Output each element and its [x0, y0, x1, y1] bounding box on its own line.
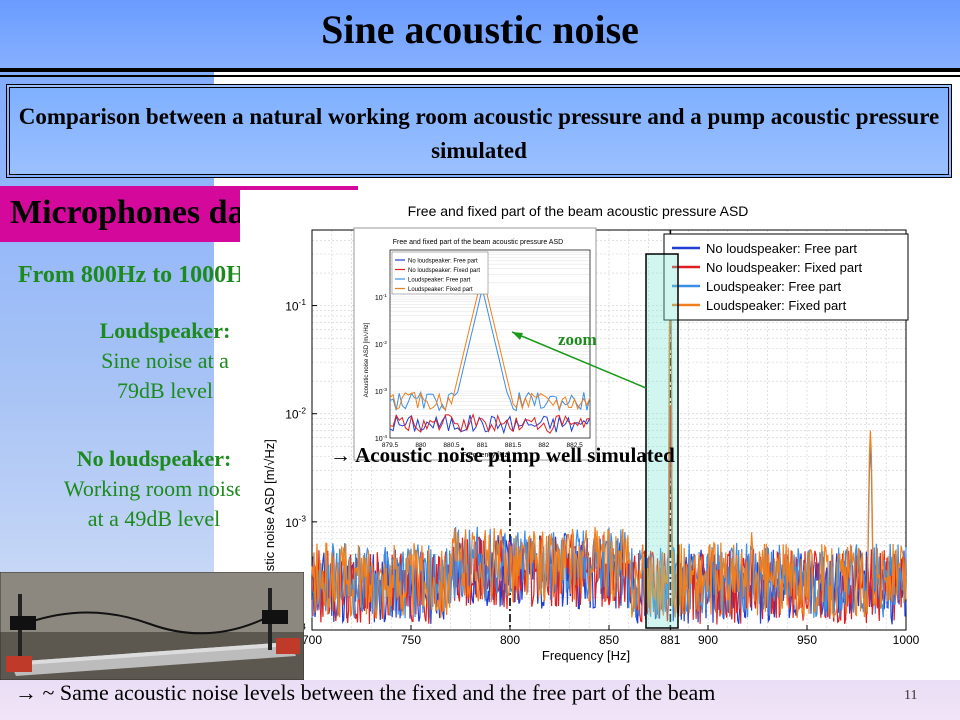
inset-y-tick-label: 10-1 — [375, 293, 387, 302]
x-tick-label: 950 — [797, 633, 817, 647]
footer-band — [0, 680, 960, 720]
inset-y-label: Acoustic noise ASD [m/√Hz] — [363, 322, 370, 397]
inset-x-tick-label: 879.5 — [382, 442, 399, 449]
inset-x-tick-label: 880 — [415, 442, 426, 449]
zoom-arrowhead — [512, 332, 523, 340]
asd-chart: Free and fixed part of the beam acoustic… — [240, 190, 940, 668]
inset-x-tick-label: 882.5 — [566, 442, 583, 449]
inset-legend-label: Loudspeaker: Fixed part — [408, 287, 473, 293]
inset-series-line — [389, 274, 591, 411]
frequency-range: From 800Hz to 1000Hz: — [18, 262, 264, 288]
zoom-label: zoom — [558, 330, 597, 349]
loudspeaker-line1: Sine noise at a — [101, 348, 229, 373]
title-rule-thin — [0, 75, 960, 77]
series-line — [311, 270, 907, 619]
series-line — [311, 253, 907, 620]
x-tick-label: 700 — [302, 633, 322, 647]
title-band — [0, 0, 960, 68]
zoom-arrow-line — [511, 331, 647, 389]
inset-legend-label: Loudspeaker: Free part — [408, 278, 471, 284]
pump-annotation: → Acoustic noise pump well simulated — [330, 443, 675, 467]
inset-x-tick-label: 880.5 — [443, 442, 460, 449]
footer-text: → ~ Same acoustic noise levels between t… — [15, 680, 716, 705]
inset-y-tick-label: 10-4 — [375, 434, 387, 443]
subtitle-box: Comparison between a natural working roo… — [6, 84, 952, 178]
x-tick-label: 900 — [698, 633, 718, 647]
no-loudspeaker-line1: Working room noise — [63, 476, 245, 501]
page-number: 11 — [904, 688, 918, 703]
chart-legend: No loudspeaker: Free part No loudspeaker:… — [663, 233, 909, 321]
inset-legend-label: No loudspeaker: Fixed part — [408, 268, 480, 274]
x-tick-label: 800 — [500, 633, 520, 647]
inset-legend-box — [391, 251, 489, 295]
title-rule — [0, 68, 960, 72]
no-loudspeaker-block: No loudspeaker: Working room noise at a … — [26, 444, 282, 534]
x-tick-label: 1000 — [893, 633, 920, 647]
y-tick-label: 10-2 — [285, 405, 306, 421]
legend-label: Loudspeaker: Free part — [706, 279, 842, 294]
chart-title: Free and fixed part of the beam acoustic… — [408, 203, 749, 219]
y-tick-label: 10-3 — [285, 513, 306, 529]
inset-legend-label: No loudspeaker: Free part — [408, 259, 478, 265]
y-axis-label: Acoustic noise ASD [m/√Hz] — [262, 439, 277, 601]
zoom-highlight-box — [645, 253, 679, 629]
inset-title: Free and fixed part of the beam acoustic… — [393, 239, 563, 246]
x-tick-label: 750 — [401, 633, 421, 647]
loudspeaker-heading: Loudspeaker: — [99, 318, 231, 343]
subtitle: Comparison between a natural working roo… — [18, 104, 940, 163]
inset-y-tick-label: 10-3 — [375, 387, 387, 396]
inset-series-line — [389, 414, 591, 435]
series-line — [311, 405, 907, 625]
inset-frame-axes — [389, 249, 591, 439]
loudspeaker-block: Loudspeaker: Sine noise at a 79dB level — [50, 316, 280, 406]
microphones-banner-label: Microphones data — [10, 194, 273, 231]
loudspeaker-line2: 79dB level — [117, 378, 213, 403]
legend-label: Loudspeaker: Fixed part — [706, 298, 847, 313]
x-axis-label: Frequency [Hz] — [542, 648, 630, 663]
zoom-inset: Free and fixed part of the beam acoustic… — [353, 227, 597, 461]
inset-x-tick-label: 881 — [477, 442, 488, 449]
inset-plot-area: 879.5 880 880.5 881 881.5 882 882.5 10-1 10-2 10-… — [375, 249, 591, 449]
inset-series-line — [389, 413, 591, 434]
no-loudspeaker-heading: No loudspeaker: — [76, 446, 232, 471]
legend-label: No loudspeaker: Free part — [706, 241, 857, 256]
inset-x-tick-label: 882 — [538, 442, 549, 449]
legend-label: No loudspeaker: Fixed part — [706, 260, 862, 275]
no-loudspeaker-line2: at a 49dB level — [87, 506, 221, 531]
y-tick-label: 10-1 — [285, 297, 306, 313]
x-tick-label: 881 — [660, 633, 680, 647]
x-tick-label: 850 — [599, 633, 619, 647]
inset-x-label: Frequency [Hz] — [462, 452, 510, 459]
setup-photo — [0, 572, 304, 680]
inset-series-line — [389, 288, 591, 412]
legend-box — [663, 233, 909, 321]
slide-title: Sine acoustic noise — [321, 7, 639, 52]
inset-y-tick-label: 10-2 — [375, 340, 387, 349]
inset-x-tick-label: 881.5 — [505, 442, 522, 449]
